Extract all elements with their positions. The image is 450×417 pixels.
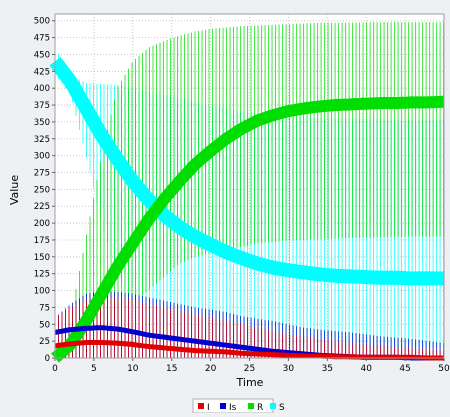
x-tick-label: 50	[438, 364, 450, 374]
x-tick-label: 30	[283, 364, 295, 374]
y-tick-label: 450	[34, 50, 50, 60]
legend-label-s: S	[279, 403, 285, 413]
y-tick-label: 275	[34, 169, 50, 179]
y-tick-label: 25	[39, 337, 50, 347]
y-tick-label: 200	[34, 219, 50, 229]
legend-label-r: R	[257, 403, 263, 413]
y-tick-label: 375	[34, 101, 50, 111]
y-tick-label: 175	[34, 236, 50, 246]
x-tick-label: 0	[52, 364, 58, 374]
x-tick-label: 35	[322, 364, 333, 374]
y-tick-label: 500	[34, 17, 50, 27]
x-tick-label: 25	[244, 364, 255, 374]
y-tick-label: 75	[39, 303, 50, 313]
y-tick-label: 300	[34, 152, 50, 162]
legend-swatch-s	[270, 403, 276, 409]
y-tick-label: 350	[34, 118, 50, 128]
legend-swatch-i	[198, 403, 204, 409]
x-tick-label: 45	[399, 364, 410, 374]
y-tick-label: 400	[34, 84, 50, 94]
legend-swatch-r	[248, 403, 254, 409]
x-tick-label: 5	[91, 364, 97, 374]
x-tick-label: 20	[205, 364, 217, 374]
y-tick-label: 150	[34, 253, 50, 263]
y-tick-label: 250	[34, 185, 50, 195]
y-tick-label: 50	[39, 320, 50, 330]
series-lines	[49, 56, 448, 363]
legend-swatch-is	[220, 403, 226, 409]
y-axis-label: Value	[8, 175, 21, 205]
y-tick-label: 125	[34, 270, 50, 280]
y-tick-label: 475	[34, 34, 50, 44]
x-tick-label: 10	[127, 364, 139, 374]
legend: I Is R S	[192, 398, 285, 414]
legend-label-i: I	[207, 403, 210, 413]
x-tick-label: 15	[166, 364, 177, 374]
x-axis-label: Time	[236, 376, 264, 389]
y-tick-label: 425	[34, 67, 50, 77]
x-axis-ticks: 0 5 10 15 20 25 30 35 40 45 50	[52, 358, 450, 374]
y-axis-ticks: 0 25 50 75 100 125 150 175 200 225 250 275 300 325 350…	[34, 17, 55, 364]
series-i-line	[54, 340, 444, 361]
y-tick-label: 100	[34, 287, 50, 297]
series-r-line	[51, 95, 447, 363]
y-tick-label: 225	[34, 202, 50, 212]
y-tick-label: 325	[34, 135, 50, 145]
series-s-line	[49, 56, 448, 286]
legend-label-is: Is	[229, 403, 237, 413]
x-tick-label: 40	[360, 364, 372, 374]
y-tick-label: 0	[45, 354, 50, 364]
